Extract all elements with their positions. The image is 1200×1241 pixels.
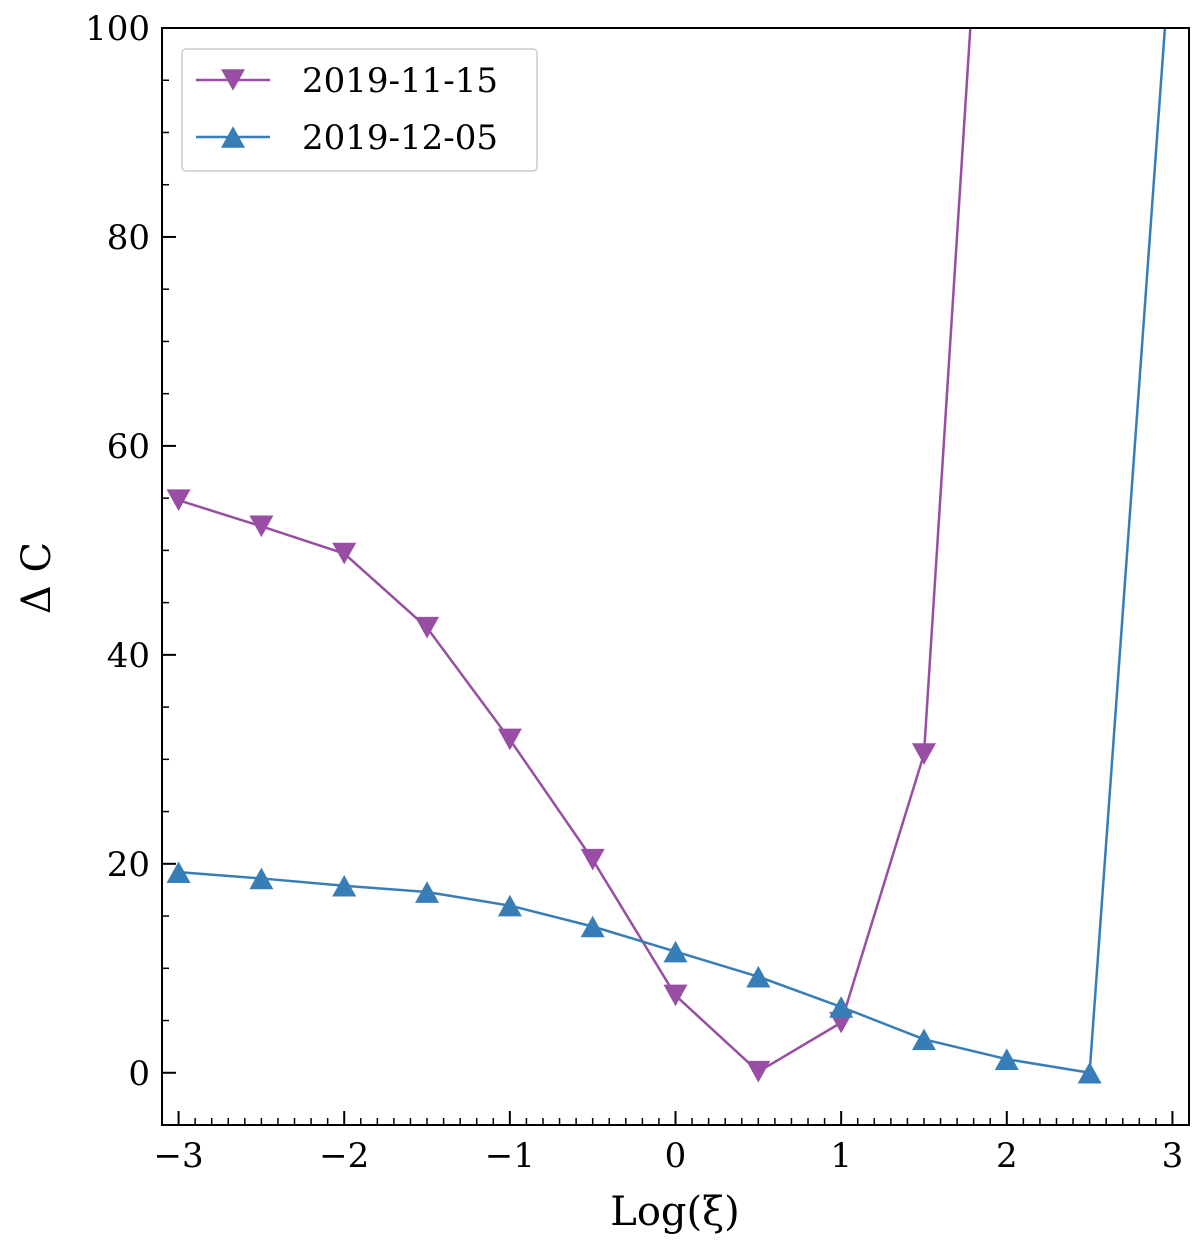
tick-labels-layer: −3 −2 −1 0 1 2 3 0 20 40 60 80 100 — [85, 9, 1183, 1176]
series-2-point — [497, 894, 522, 917]
series-2-point — [580, 915, 605, 938]
series-2-point — [332, 874, 357, 897]
series-1-point — [415, 616, 440, 639]
x-tick-label: 2 — [996, 1136, 1018, 1176]
series-2-point — [415, 881, 440, 903]
series-2-point — [1077, 1061, 1102, 1084]
series-2-point — [829, 996, 854, 1018]
x-axis-title: Log(ξ) — [610, 1189, 740, 1235]
series-1-point — [911, 743, 936, 765]
y-tick-label: 100 — [85, 9, 150, 49]
series-1-point — [249, 515, 274, 538]
x-tick-label: 1 — [830, 1136, 852, 1176]
legend-label-2: 2019-12-05 — [302, 118, 498, 158]
legend-entry-2: 2019-12-05 — [196, 118, 498, 158]
series-1-point — [746, 1060, 771, 1083]
y-tick-label: 40 — [107, 636, 150, 676]
y-tick-label: 20 — [107, 845, 150, 885]
x-tick-label: −1 — [485, 1136, 535, 1176]
series-1-point — [166, 489, 191, 512]
series-1-point — [663, 984, 688, 1007]
series-2-point — [746, 965, 771, 988]
y-tick-label: 0 — [128, 1054, 150, 1094]
y-tick-label: 60 — [107, 427, 150, 467]
series-2-point — [166, 861, 191, 883]
legend-label-1: 2019-11-15 — [302, 61, 498, 101]
y-tick-label: 80 — [107, 218, 150, 258]
legend-marker-1 — [221, 69, 245, 91]
legend-marker-2 — [221, 126, 245, 148]
series-2-point — [994, 1048, 1019, 1070]
series-layer — [166, 28, 1167, 1084]
legend-entry-1: 2019-11-15 — [196, 61, 498, 101]
x-tick-label: −3 — [154, 1136, 204, 1176]
series-2-point — [249, 867, 274, 890]
x-tick-label: −2 — [319, 1136, 369, 1176]
series-2-point — [911, 1028, 936, 1051]
series-1-point — [332, 542, 357, 565]
ticks-layer — [161, 27, 1190, 1126]
series-1-point — [580, 848, 605, 871]
legend-box — [181, 48, 538, 172]
x-tick-label: 3 — [1162, 1136, 1184, 1176]
y-axis-title: Δ C — [14, 542, 60, 614]
x-tick-label: 0 — [665, 1136, 687, 1176]
series-2-point — [663, 940, 688, 963]
legend: 2019-11-15 2019-12-05 — [181, 48, 538, 172]
series-1-point — [497, 728, 522, 751]
